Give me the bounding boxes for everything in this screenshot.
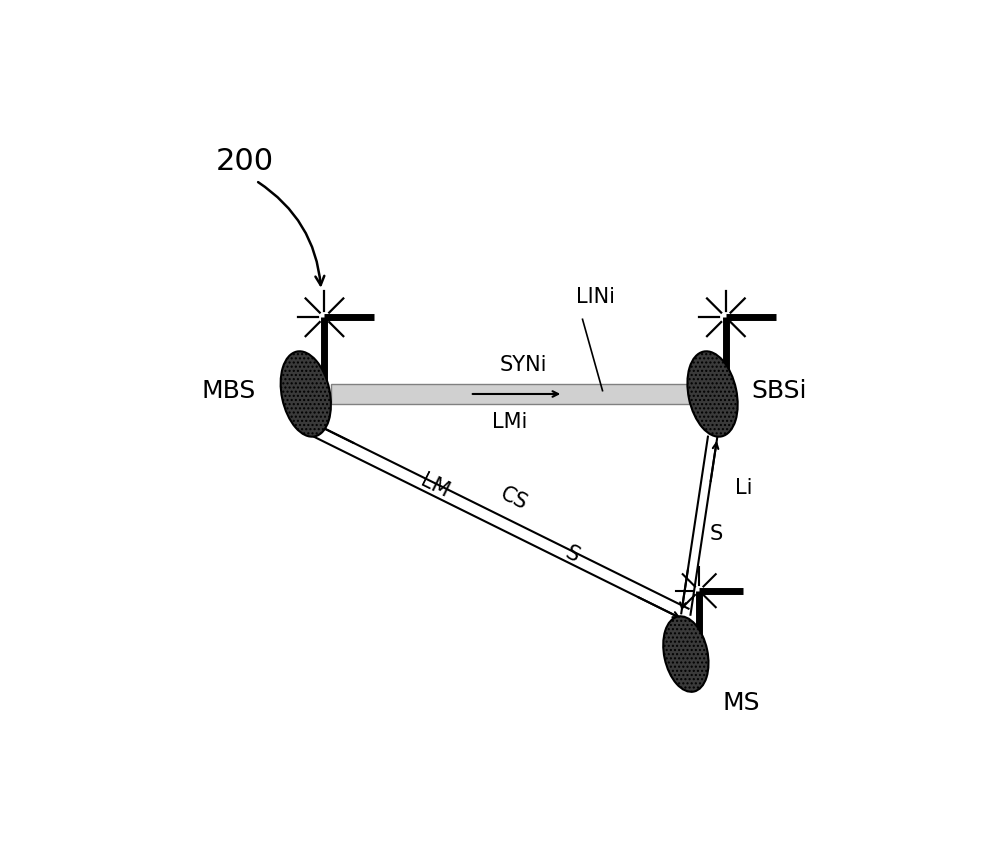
Text: SYNi: SYNi — [499, 355, 547, 375]
Text: Li: Li — [735, 477, 753, 497]
Text: S: S — [562, 543, 582, 566]
Text: CS: CS — [497, 484, 531, 514]
Bar — [331, 384, 689, 404]
Ellipse shape — [281, 352, 331, 436]
Text: LMi: LMi — [492, 412, 528, 432]
Ellipse shape — [687, 352, 738, 436]
Text: LM: LM — [417, 471, 452, 501]
Ellipse shape — [663, 617, 709, 692]
Text: 200: 200 — [216, 147, 274, 177]
Text: MBS: MBS — [202, 378, 256, 403]
Text: MS: MS — [723, 691, 760, 714]
Text: LINi: LINi — [576, 288, 615, 307]
Text: S: S — [710, 524, 723, 544]
Text: SBSi: SBSi — [751, 378, 807, 403]
FancyArrowPatch shape — [258, 182, 324, 285]
